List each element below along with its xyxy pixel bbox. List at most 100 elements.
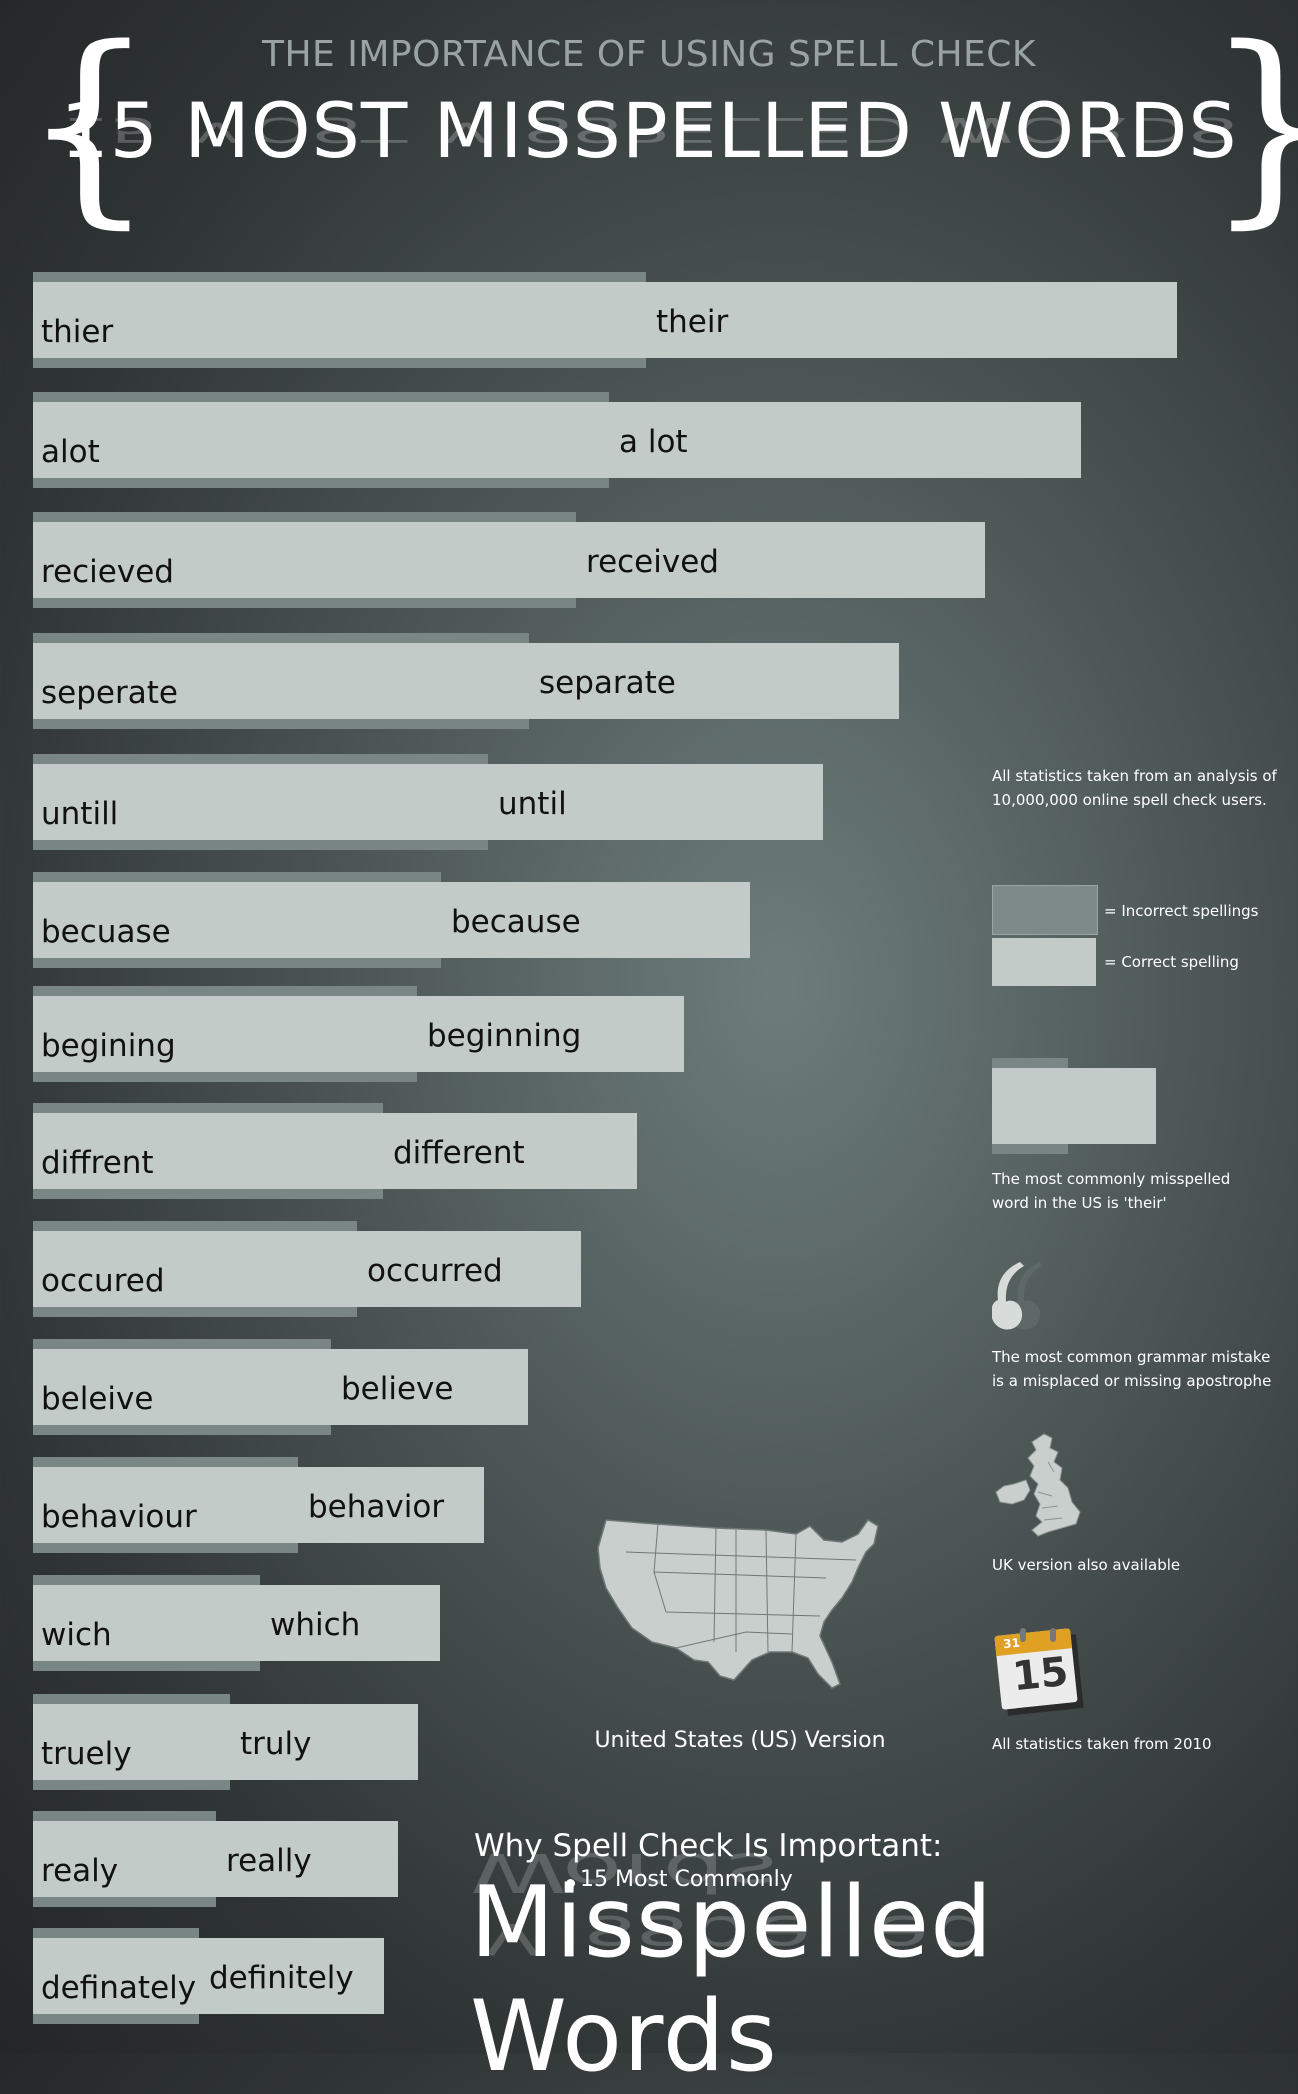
- legend-correct-swatch: [992, 938, 1096, 986]
- legend-incorrect-label: = Incorrect spellings: [1104, 902, 1259, 920]
- left-brace: {: [22, 2, 156, 247]
- correct-spelling-label: received: [586, 544, 719, 580]
- correct-spelling-bar: their: [646, 282, 1177, 358]
- page-title: 15 MOST MISSPELLED WORDS: [60, 86, 1238, 175]
- correct-spelling-label: different: [393, 1135, 525, 1171]
- quote-marks-icon: [992, 1262, 1042, 1330]
- calendar-number: 15: [1010, 1648, 1071, 1701]
- incorrect-spelling-label: occured: [41, 1263, 165, 1299]
- uk-note: UK version also available: [992, 1556, 1181, 1574]
- incorrect-spelling-bar: seperate: [33, 633, 529, 729]
- header-kicker: THE IMPORTANCE OF USING SPELL CHECK: [261, 34, 1037, 75]
- calendar-icon: 31 15: [994, 1628, 1084, 1716]
- incorrect-spelling-label: becuase: [41, 914, 171, 950]
- incorrect-spelling-bar: definately: [33, 1928, 199, 2024]
- incorrect-spelling-label: truely: [41, 1736, 132, 1772]
- correct-spelling-label: a lot: [619, 424, 688, 460]
- correct-spelling-bar: definitely: [199, 1938, 384, 2014]
- correct-spelling-label: behavior: [308, 1489, 445, 1525]
- correct-spelling-bar: different: [383, 1113, 637, 1189]
- incorrect-spelling-label: behaviour: [41, 1499, 197, 1535]
- incorrect-spelling-bar: diffrent: [33, 1103, 383, 1199]
- word-row: truly truely: [33, 1694, 418, 1794]
- incorrect-spelling-bar: becuase: [33, 872, 441, 968]
- correct-spelling-label: beginning: [427, 1018, 582, 1054]
- correct-spelling-label: which: [270, 1607, 361, 1643]
- incorrect-spelling-label: diffrent: [41, 1145, 154, 1181]
- word-row: until untill: [33, 754, 823, 854]
- correct-spelling-bar: until: [488, 764, 823, 840]
- correct-spelling-label: until: [498, 786, 567, 822]
- correct-spelling-label: definitely: [209, 1960, 354, 1996]
- most-common-note: The most commonly misspelled word in the…: [992, 1170, 1231, 1212]
- incorrect-spelling-bar: untill: [33, 754, 488, 850]
- page-title-reflection: 15 MOST MISSPELLED WORDS: [60, 109, 1238, 150]
- us-map-icon: [597, 1519, 879, 1689]
- incorrect-spelling-bar: recieved: [33, 512, 576, 608]
- incorrect-spelling-label: untill: [41, 796, 119, 832]
- incorrect-spelling-label: alot: [41, 434, 100, 470]
- word-row: a lot alot: [33, 392, 1081, 492]
- word-row: separate seperate: [33, 633, 899, 733]
- year-note: All statistics taken from 2010: [992, 1735, 1212, 1753]
- incorrect-spelling-bar: thier: [33, 272, 646, 368]
- correct-spelling-bar: really: [216, 1821, 398, 1897]
- word-row: which wich: [33, 1575, 440, 1675]
- correct-spelling-label: separate: [539, 665, 676, 701]
- incorrect-spelling-label: thier: [41, 314, 114, 350]
- correct-spelling-label: truly: [240, 1726, 312, 1762]
- incorrect-spelling-label: realy: [41, 1853, 119, 1889]
- correct-spelling-bar: truly: [230, 1704, 418, 1780]
- word-row: because becuase: [33, 872, 750, 972]
- word-row: beginning begining: [33, 986, 684, 1086]
- correct-spelling-bar: separate: [529, 643, 899, 719]
- incorrect-spelling-bar: realy: [33, 1811, 216, 1907]
- incorrect-spelling-bar: alot: [33, 392, 609, 488]
- correct-spelling-bar: believe: [331, 1349, 528, 1425]
- incorrect-spelling-bar: occured: [33, 1221, 357, 1317]
- word-row: really realy: [33, 1811, 398, 1911]
- uk-map-icon: [995, 1433, 1081, 1537]
- incorrect-spelling-label: wich: [41, 1617, 112, 1653]
- us-map-caption: United States (US) Version: [594, 1728, 886, 1753]
- legend-incorrect-swatch: [992, 885, 1098, 935]
- incorrect-spelling-label: begining: [41, 1028, 176, 1064]
- stats-note: All statistics taken from an analysis of…: [992, 767, 1277, 809]
- legend-correct-label: = Correct spelling: [1104, 953, 1239, 971]
- word-row: different diffrent: [33, 1103, 637, 1203]
- word-row: received recieved: [33, 512, 985, 612]
- word-row: definitely definately: [33, 1928, 384, 2028]
- correct-spelling-label: really: [226, 1843, 312, 1879]
- incorrect-spelling-bar: behaviour: [33, 1457, 298, 1553]
- incorrect-spelling-bar: begining: [33, 986, 417, 1082]
- incorrect-spelling-label: recieved: [41, 554, 174, 590]
- calendar-top-number: 31: [1002, 1635, 1021, 1652]
- word-row: believe beleive: [33, 1339, 528, 1439]
- word-row: their thier: [33, 272, 1177, 372]
- word-row: occurred occured: [33, 1221, 581, 1321]
- correct-spelling-label: because: [451, 904, 581, 940]
- correct-spelling-label: their: [656, 304, 729, 340]
- footer-subtitle: 15 Most Commonly: [580, 1867, 793, 1892]
- word-row: behavior behaviour: [33, 1457, 484, 1557]
- incorrect-spelling-label: beleive: [41, 1381, 154, 1417]
- header: { } THE IMPORTANCE OF USING SPELL CHECK …: [0, 0, 1298, 250]
- correct-spelling-bar: beginning: [417, 996, 684, 1072]
- correct-spelling-bar: which: [260, 1585, 440, 1661]
- incorrect-spelling-bar: truely: [33, 1694, 230, 1790]
- correct-spelling-bar: because: [441, 882, 750, 958]
- grammar-note: The most common grammar mistake is a mis…: [992, 1348, 1272, 1390]
- correct-spelling-bar: a lot: [609, 402, 1081, 478]
- incorrect-spelling-bar: beleive: [33, 1339, 331, 1435]
- footer-title-reflection: Misspelled Words: [470, 1840, 994, 1966]
- incorrect-spelling-label: seperate: [41, 675, 178, 711]
- footer-kicker: Why Spell Check Is Important:: [474, 1828, 943, 1864]
- footer-bullet: [566, 1879, 575, 1888]
- incorrect-spelling-bar: wich: [33, 1575, 260, 1671]
- correct-spelling-bar: occurred: [357, 1231, 581, 1307]
- correct-spelling-bar: received: [576, 522, 985, 598]
- correct-spelling-bar: behavior: [298, 1467, 484, 1543]
- right-brace: }: [1205, 20, 1298, 230]
- correct-spelling-label: occurred: [367, 1253, 503, 1289]
- correct-spelling-label: believe: [341, 1371, 454, 1407]
